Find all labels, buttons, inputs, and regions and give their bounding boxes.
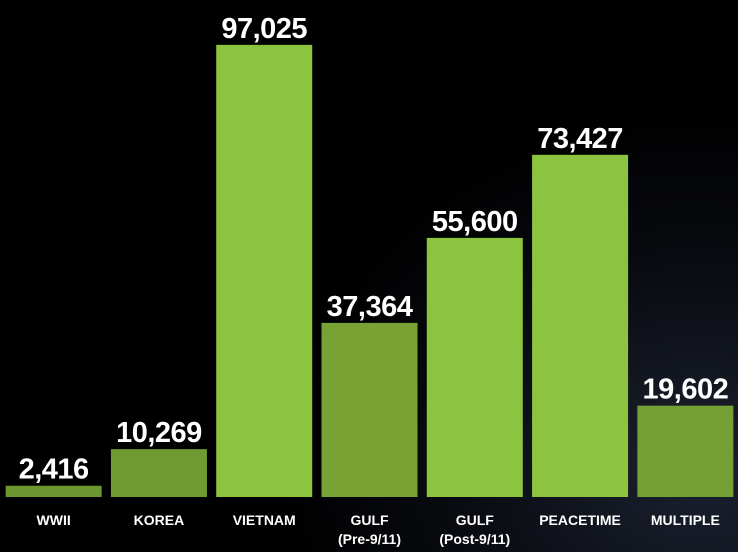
bar bbox=[637, 405, 734, 497]
category-label: MULTIPLE bbox=[650, 512, 720, 528]
value-label: 2,416 bbox=[19, 454, 89, 486]
category-label: GULF (Pre-9/11) bbox=[337, 512, 402, 547]
bar bbox=[532, 154, 629, 497]
value-label: 73,427 bbox=[537, 123, 623, 155]
bar bbox=[321, 322, 418, 497]
bar bbox=[426, 237, 523, 498]
bar bbox=[5, 485, 102, 497]
category-label: PEACETIME bbox=[539, 512, 621, 528]
value-label: 19,602 bbox=[643, 374, 729, 406]
value-label: 37,364 bbox=[327, 291, 413, 323]
value-label: 55,600 bbox=[432, 206, 518, 238]
category-label: KOREA bbox=[133, 512, 185, 528]
value-label: 10,269 bbox=[116, 417, 202, 449]
category-label: WWII bbox=[36, 512, 71, 528]
category-label: GULF (Post-9/11) bbox=[439, 512, 511, 547]
bar bbox=[110, 449, 207, 497]
bar bbox=[216, 44, 313, 498]
value-label: 97,025 bbox=[221, 13, 307, 45]
category-label: VIETNAM bbox=[232, 512, 296, 528]
